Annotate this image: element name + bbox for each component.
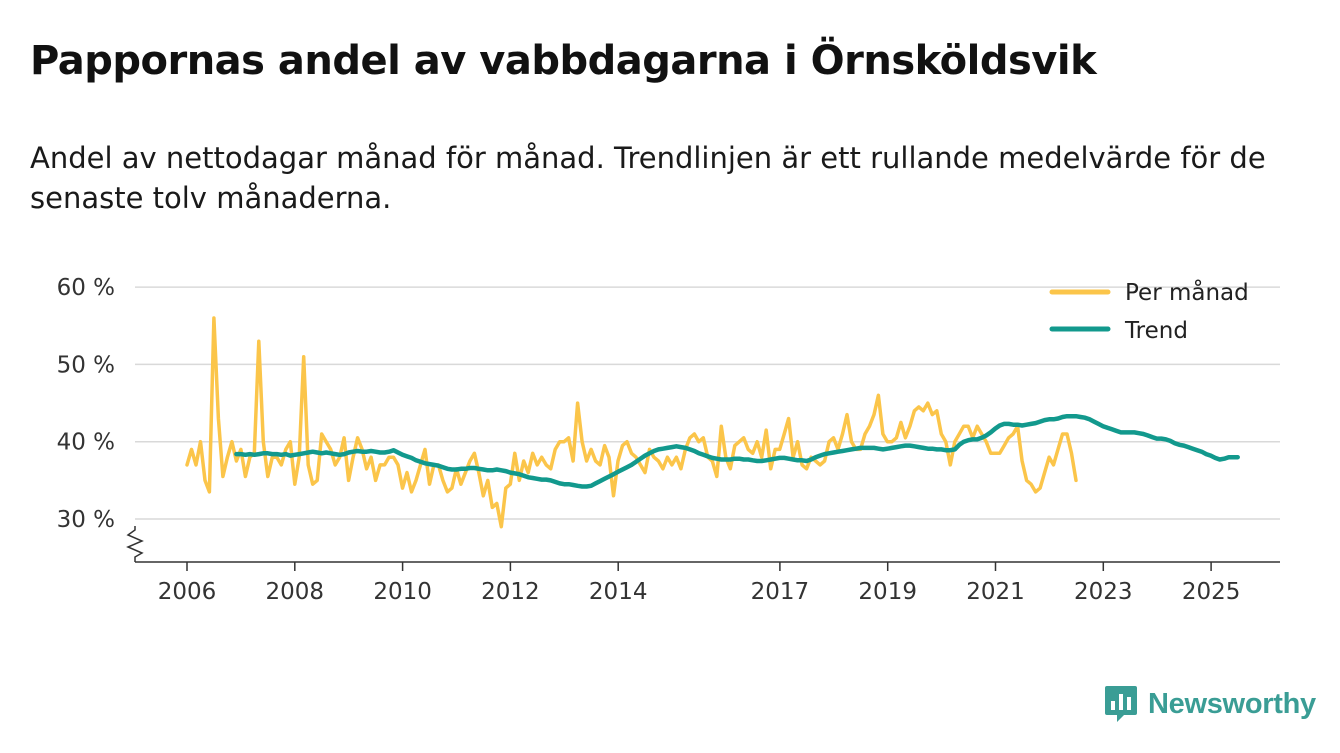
- axis-break-marker: [126, 526, 144, 562]
- x-tick-label: 2021: [966, 579, 1025, 605]
- y-tick-label: 30 %: [57, 507, 115, 533]
- x-axis: 2006 2008 2010 2012 2014 2017 2019 2021 2023 2025: [135, 561, 1280, 605]
- series-lines: [185, 316, 1240, 529]
- x-tick-label: 2014: [589, 579, 648, 605]
- x-tick-label: 2019: [858, 579, 917, 605]
- page-title: Pappornas andel av vabbdagarna i Örnsköl…: [30, 38, 1097, 84]
- series-line-trend: [234, 413, 1240, 489]
- axis-break-zigzag: [126, 526, 144, 562]
- newsworthy-logo: Newsworthy: [1104, 684, 1316, 724]
- y-tick-label: 50 %: [57, 352, 115, 378]
- x-tick-label: 2023: [1074, 579, 1133, 605]
- x-tick-label: 2025: [1182, 579, 1241, 605]
- series-line-per-manad: [185, 316, 1078, 529]
- x-tick-label: 2017: [751, 579, 810, 605]
- x-tick-label: 2006: [158, 579, 217, 605]
- x-tick-label: 2010: [373, 579, 432, 605]
- y-tick-labels: 30 % 40 % 50 % 60 %: [57, 275, 115, 533]
- y-tick-label: 40 %: [57, 430, 115, 456]
- legend: Per månad Trend: [1049, 278, 1249, 344]
- brand-name: Newsworthy: [1148, 687, 1316, 720]
- bar-chart-speech-bubble-icon: [1105, 686, 1137, 722]
- x-tick-label: 2012: [481, 579, 540, 605]
- legend-label-per-manad: Per månad: [1125, 278, 1249, 306]
- chart-subtitle: Andel av nettodagar månad för månad. Tre…: [30, 141, 1266, 215]
- x-tick-label: 2008: [266, 579, 325, 605]
- y-tick-label: 60 %: [57, 275, 115, 301]
- legend-label-trend: Trend: [1124, 318, 1188, 344]
